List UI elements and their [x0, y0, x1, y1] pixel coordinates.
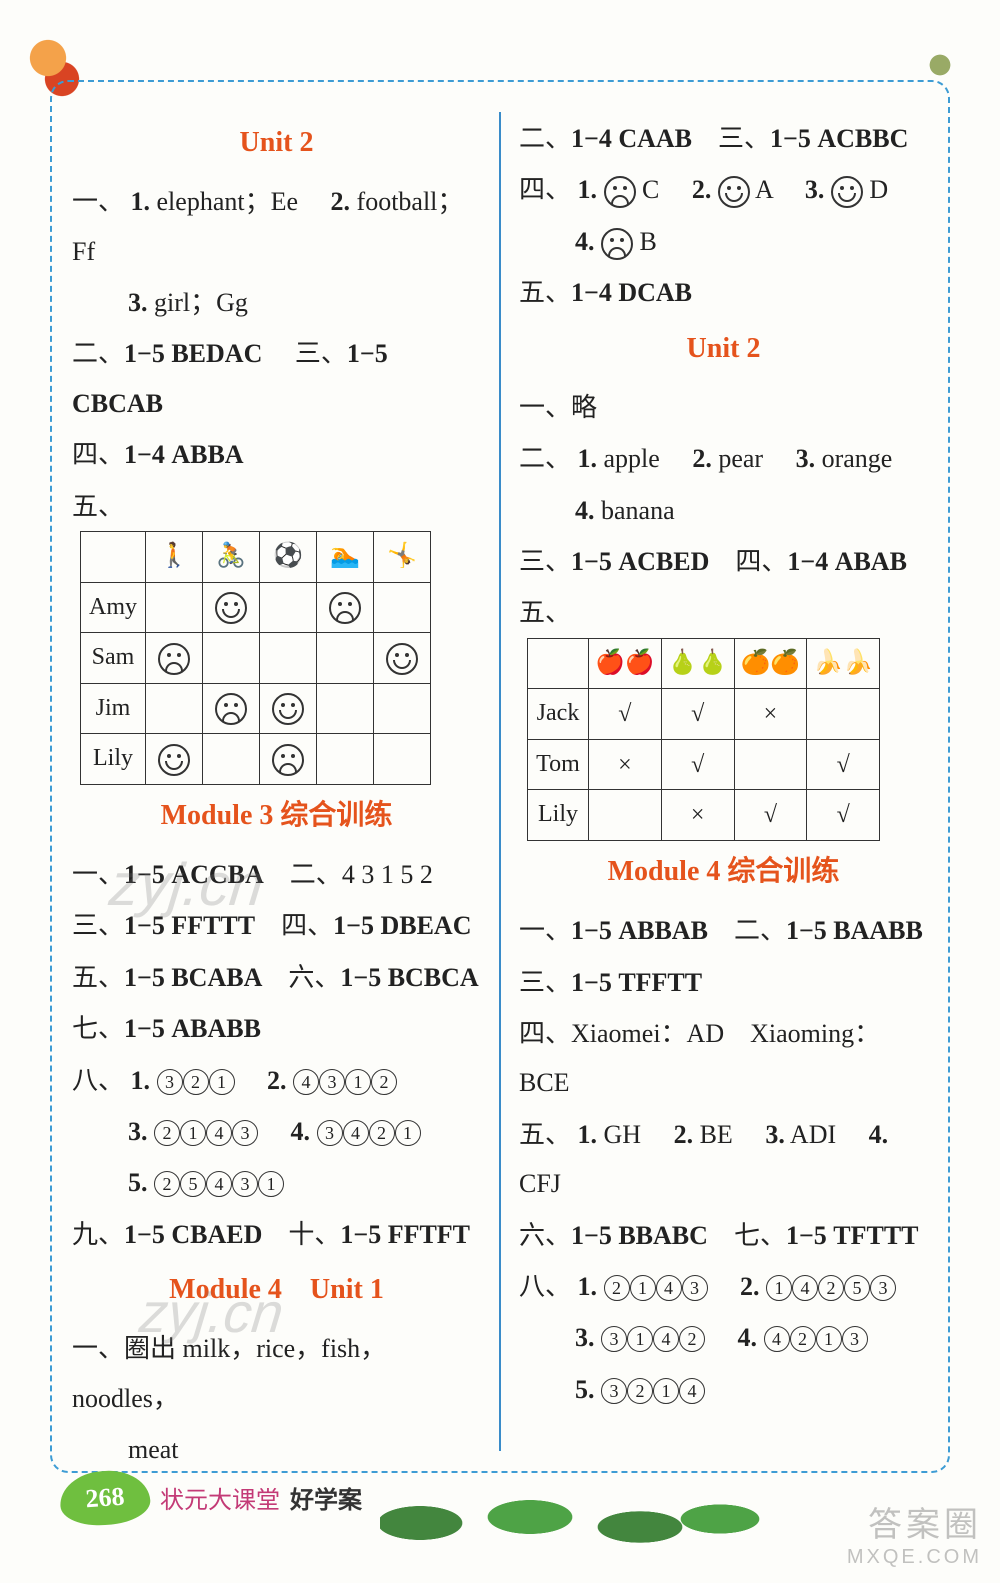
heading-module4: Module 4 综合训练	[519, 845, 928, 898]
decor-leaves	[380, 1483, 760, 1553]
emotion-table: 🚶🚴⚽🏊🤸 Amy Sam Jim Lily	[80, 531, 431, 785]
fruit-table: 🍎🍎🍐🍐🍊🍊🍌🍌 Jack√√× Tom×√√ Lily×√√	[527, 638, 880, 841]
right-column: 二、1−4 CAAB 三、1−5 ACBBC 四、 1. C 2. A 3. D…	[505, 112, 928, 1451]
fruit-table-row: 五、 🍎🍎🍐🍐🍊🍊🍌🍌 Jack√√× Tom×√√ Lily×√√	[519, 588, 928, 841]
heading-module3: Module 3 综合训练	[72, 789, 481, 842]
heading-m4u1: Module 4 Unit 1	[72, 1263, 481, 1316]
circled-answers: 八、 1. 321 2. 4312	[72, 1056, 481, 1105]
answer-line: 二、1−5 BEDAC 三、1−5 CBCAB	[72, 329, 481, 428]
heading-unit2: Unit 2	[72, 116, 481, 169]
corner-watermark: 答案圈 MXQE.COM	[847, 1497, 982, 1569]
left-column: Unit 2 一、 1. elephant；Ee 2. football；Ff …	[72, 112, 495, 1451]
circled-answers: 八、 1. 2143 2. 14253	[519, 1262, 928, 1311]
footer-brand: 状元大课堂好学案	[160, 1480, 362, 1515]
face-answers: 四、 1. C 2. A 3. D	[519, 165, 928, 214]
page-number-badge: 268	[58, 1468, 152, 1528]
answer-line: 四、1−4 ABBA	[72, 430, 481, 479]
page-frame: Unit 2 一、 1. elephant；Ee 2. football；Ff …	[50, 80, 950, 1473]
heading-unit2-r: Unit 2	[519, 322, 928, 375]
answer-line: 3. girl；Gg	[72, 278, 481, 327]
answer-table-row: 五、 🚶🚴⚽🏊🤸 Amy Sam Jim Lily	[72, 482, 481, 785]
answer-line: 一、 1. elephant；Ee 2. football；Ff	[72, 177, 481, 276]
column-divider	[499, 112, 501, 1451]
